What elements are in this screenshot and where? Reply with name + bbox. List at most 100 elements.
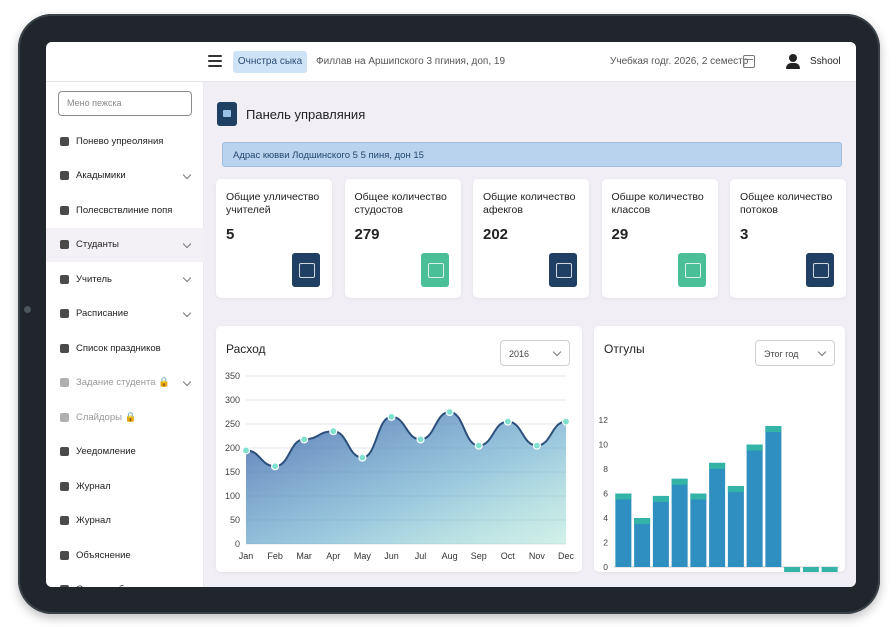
expense-y-tick: 50 <box>230 515 240 525</box>
top-header: Очнстра сыка Филлав на Аршипского 3 пгин… <box>46 42 856 82</box>
expense-point <box>241 446 251 455</box>
streams-icon <box>806 253 834 287</box>
sidebar-item-label: Расписание <box>76 308 129 320</box>
leave-bar-top <box>690 493 707 500</box>
sidebar-item[interactable]: Отзывы об учителе <box>46 573 204 587</box>
leave-y-tick: 8 <box>603 464 608 474</box>
chevron-down-icon[interactable] <box>182 273 192 283</box>
sidebar-item-icon <box>60 274 69 284</box>
stat-card[interactable]: Общие количество афекгов 202 <box>473 179 589 298</box>
clear-cache-button[interactable]: Очнстра сыка <box>233 51 307 73</box>
sidebar-item[interactable]: Акадымики <box>46 159 204 194</box>
camera-dot <box>24 306 31 313</box>
leave-bar-top <box>634 518 651 524</box>
sidebar-item[interactable]: Жyрнал <box>46 504 204 539</box>
sidebar-item-label: Акадымики <box>76 170 126 182</box>
leave-bar <box>671 478 688 567</box>
stat-card-value: 5 <box>226 226 235 243</box>
sidebar-item-label: Отзывы об учителе <box>76 584 162 587</box>
sidebar-item[interactable]: Студанты <box>46 227 204 262</box>
sidebar-item-icon <box>60 585 69 587</box>
leave-bar-top <box>746 444 763 451</box>
expense-x-tick: Mar <box>296 551 312 561</box>
expense-x-tick: Jan <box>239 551 254 561</box>
sidebar-item-icon <box>60 516 69 526</box>
leave-y-tick: 0 <box>603 562 608 572</box>
expense-y-tick: 100 <box>225 491 240 501</box>
leave-bar-top <box>727 486 744 493</box>
expense-x-tick: Jun <box>384 551 399 561</box>
leave-period-select[interactable]: Этог год <box>755 340 835 366</box>
leave-bar-top <box>652 495 669 502</box>
chevron-down-icon[interactable] <box>182 377 192 386</box>
expense-point <box>270 462 280 471</box>
stat-card-label: Общие улличество учителей <box>226 191 320 216</box>
sidebar-item[interactable]: Задание студента 🔒 <box>46 366 204 401</box>
stat-card-label: Общее количество студостов <box>354 191 447 216</box>
expense-panel: Расход 2016 0 50 100 150 200 250 300 350 Jan Feb M… <box>216 326 582 572</box>
subjects-icon <box>549 253 577 287</box>
calendar-icon[interactable] <box>743 55 755 68</box>
expense-point <box>474 441 483 450</box>
stat-card[interactable]: Общие улличество учителей 5 <box>216 179 332 298</box>
chevron-down-icon[interactable] <box>182 239 192 248</box>
sidebar-item-icon <box>60 309 69 319</box>
school-year-label: Учебкая годr. 2026, 2 семестр <box>610 56 749 67</box>
stat-card-value: 279 <box>354 226 380 243</box>
stat-card[interactable]: Обшре количество классов 29 <box>601 179 718 298</box>
address-banner: Адрас кювви Лодшинского 5 5 пиня, дон 15 <box>222 142 842 167</box>
menu-icon[interactable] <box>208 55 222 67</box>
sidebar-item-label: Слайдоры 🔒 <box>76 411 137 423</box>
stat-card[interactable]: Общее количество студостов 279 <box>344 179 461 298</box>
sidebar-item-label: Объяснение <box>76 549 131 561</box>
user-name[interactable]: Sshool <box>810 56 841 67</box>
chevron-down-icon[interactable] <box>182 308 192 317</box>
expense-x-tick: Dec <box>558 551 575 561</box>
leave-bar <box>709 462 726 567</box>
expense-point <box>561 417 571 426</box>
sidebar-item-icon <box>60 240 69 250</box>
sidebar-item-icon <box>60 171 69 181</box>
stat-card[interactable]: Общее количество потоков 3 <box>730 179 846 298</box>
expense-y-tick: 300 <box>225 395 240 405</box>
expense-y-tick: 0 <box>235 539 240 549</box>
sidebar-item[interactable]: Объяснение <box>46 538 204 573</box>
sidebar-nav: Понево упреоляния Акадымики Полесвствлиние… <box>46 124 204 587</box>
sidebar-item[interactable]: Учитель <box>46 262 204 297</box>
sidebar-item-label: Полесвствлиние попя <box>76 204 173 216</box>
expense-year-select[interactable]: 2016 <box>500 340 570 366</box>
stat-card-label: Общее количество потоков <box>740 191 833 216</box>
sidebar-item-icon <box>60 343 69 353</box>
teacher-icon <box>292 253 320 287</box>
expense-point <box>503 417 512 426</box>
expense-x-tick: Feb <box>267 551 283 561</box>
sidebar-item[interactable]: Уеедомление <box>46 435 204 470</box>
sidebar-item[interactable]: Полесвствлиние попя <box>46 193 204 228</box>
sidebar-item[interactable]: Журнал <box>46 469 204 504</box>
sidebar-item[interactable]: Понево упреоляния <box>46 124 204 159</box>
stat-card-label: Обшре количество классов <box>611 191 704 216</box>
sidebar-item-label: Уеедомление <box>76 446 136 458</box>
expense-y-tick: 350 <box>225 371 240 381</box>
stat-card-value: 29 <box>611 226 629 243</box>
expense-chart: 0 50 100 150 200 250 300 350 Jan Feb Mar Apr May Jun J… <box>225 371 575 561</box>
expense-y-tick: 250 <box>225 419 240 429</box>
chevron-down-icon[interactable] <box>182 170 192 179</box>
leave-y-tick: 2 <box>603 538 608 548</box>
sidebar-item[interactable]: Список праздников <box>46 331 204 366</box>
sidebar-item[interactable]: Расписание <box>46 297 204 332</box>
stat-card-label: Общие количество афекгов <box>483 191 576 216</box>
expense-x-tick: Apr <box>326 551 340 561</box>
students-icon <box>420 253 449 287</box>
leave-y-tick: 10 <box>599 440 609 450</box>
branch-label: Филлав на Аршипского 3 пгиния, доп, 19 <box>316 56 506 67</box>
sidebar-item-icon <box>60 447 69 457</box>
page-title: Панель управляния <box>246 107 366 122</box>
user-icon[interactable] <box>786 54 800 70</box>
sidebar-item[interactable]: Слайдоры 🔒 <box>46 400 204 435</box>
sidebar-item-label: Жyрнал <box>76 515 111 527</box>
menu-search-input[interactable]: Мено пежска <box>58 91 192 116</box>
stat-card-value: 202 <box>483 226 509 243</box>
sidebar-item-label: Задание студента 🔒 <box>76 377 171 389</box>
expense-year-value: 2016 <box>509 349 530 359</box>
